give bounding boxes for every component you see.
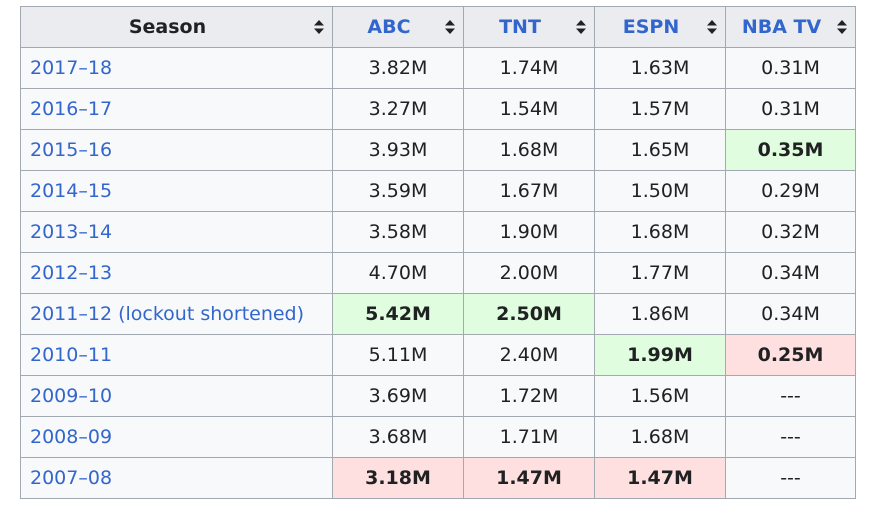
table-row: 2017–18 3.82M 1.74M 1.63M 0.31M (20, 47, 856, 89)
column-header-label[interactable]: TNT (499, 16, 541, 38)
viewership-cell-nba-tv: --- (725, 457, 856, 499)
viewership-cell-nba-tv: 0.25M (725, 334, 856, 376)
viewership-cell-abc: 3.68M (332, 416, 464, 458)
viewership-cell-espn: 1.68M (594, 211, 726, 253)
viewership-cell-nba-tv: 0.31M (725, 47, 856, 89)
season-link[interactable]: 2016–17 (20, 88, 333, 130)
column-header-label: Season (128, 16, 207, 38)
viewership-cell-tnt: 1.68M (463, 129, 595, 171)
viewership-cell-abc: 3.59M (332, 170, 464, 212)
viewership-cell-tnt: 1.90M (463, 211, 595, 253)
viewership-cell-abc: 4.70M (332, 252, 464, 294)
table-row: 2011–12 (lockout shortened) 5.42M 2.50M 1.8… (20, 293, 856, 335)
viewership-cell-tnt: 2.50M (463, 293, 595, 335)
table-row: 2010–11 5.11M 2.40M 1.99M 0.25M (20, 334, 856, 376)
viewership-cell-nba-tv: --- (725, 375, 856, 417)
table-row: 2015–16 3.93M 1.68M 1.65M 0.35M (20, 129, 856, 171)
viewership-cell-espn: 1.65M (594, 129, 726, 171)
season-link[interactable]: 2014–15 (20, 170, 333, 212)
viewership-cell-abc: 5.11M (332, 334, 464, 376)
sort-icon[interactable] (837, 20, 847, 34)
viewership-cell-tnt: 1.72M (463, 375, 595, 417)
ratings-table: Season ABC TNT (20, 6, 856, 499)
viewership-cell-espn: 1.47M (594, 457, 726, 499)
column-header-tnt[interactable]: TNT (463, 6, 595, 48)
table-row: 2009–10 3.69M 1.72M 1.56M --- (20, 375, 856, 417)
season-link[interactable]: 2007–08 (20, 457, 333, 499)
viewership-cell-nba-tv: 0.29M (725, 170, 856, 212)
viewership-cell-tnt: 1.54M (463, 88, 595, 130)
viewership-cell-nba-tv: 0.31M (725, 88, 856, 130)
viewership-cell-tnt: 2.40M (463, 334, 595, 376)
column-header-label[interactable]: ESPN (622, 16, 680, 38)
table-header: Season ABC TNT (20, 6, 856, 48)
sort-icon[interactable] (445, 20, 455, 34)
column-header-label[interactable]: NBA TV (741, 16, 822, 38)
season-link[interactable]: 2015–16 (20, 129, 333, 171)
season-link[interactable]: 2017–18 (20, 47, 333, 89)
viewership-cell-espn: 1.50M (594, 170, 726, 212)
table-row: 2016–17 3.27M 1.54M 1.57M 0.31M (20, 88, 856, 130)
viewership-cell-espn: 1.56M (594, 375, 726, 417)
viewership-cell-espn: 1.63M (594, 47, 726, 89)
viewership-cell-tnt: 1.74M (463, 47, 595, 89)
viewership-cell-espn: 1.68M (594, 416, 726, 458)
table-row: 2008–09 3.68M 1.71M 1.68M --- (20, 416, 856, 458)
viewership-cell-espn: 1.57M (594, 88, 726, 130)
season-link[interactable]: 2011–12 (lockout shortened) (20, 293, 333, 335)
viewership-cell-tnt: 1.71M (463, 416, 595, 458)
table-row: 2013–14 3.58M 1.90M 1.68M 0.32M (20, 211, 856, 253)
season-link[interactable]: 2009–10 (20, 375, 333, 417)
season-link[interactable]: 2010–11 (20, 334, 333, 376)
viewership-cell-tnt: 2.00M (463, 252, 595, 294)
viewership-cell-nba-tv: 0.32M (725, 211, 856, 253)
viewership-cell-espn: 1.77M (594, 252, 726, 294)
viewership-cell-espn: 1.86M (594, 293, 726, 335)
header-row: Season ABC TNT (20, 6, 856, 48)
sort-icon[interactable] (314, 20, 324, 34)
viewership-cell-nba-tv: 0.34M (725, 252, 856, 294)
viewership-cell-tnt: 1.47M (463, 457, 595, 499)
column-header-espn[interactable]: ESPN (594, 6, 726, 48)
viewership-cell-espn: 1.99M (594, 334, 726, 376)
viewership-cell-abc: 3.82M (332, 47, 464, 89)
viewership-cell-nba-tv: 0.35M (725, 129, 856, 171)
viewership-cell-abc: 3.27M (332, 88, 464, 130)
table-body: 2017–18 3.82M 1.74M 1.63M 0.31M 2016–17 3.27M 1… (20, 47, 856, 499)
viewership-cell-abc: 3.58M (332, 211, 464, 253)
viewership-cell-nba-tv: --- (725, 416, 856, 458)
viewership-cell-abc: 3.18M (332, 457, 464, 499)
season-link[interactable]: 2012–13 (20, 252, 333, 294)
viewership-cell-abc: 3.69M (332, 375, 464, 417)
table-row: 2012–13 4.70M 2.00M 1.77M 0.34M (20, 252, 856, 294)
table-row: 2014–15 3.59M 1.67M 1.50M 0.29M (20, 170, 856, 212)
viewership-cell-abc: 3.93M (332, 129, 464, 171)
season-link[interactable]: 2013–14 (20, 211, 333, 253)
column-header-season[interactable]: Season (20, 6, 333, 48)
sort-icon[interactable] (576, 20, 586, 34)
viewership-cell-nba-tv: 0.34M (725, 293, 856, 335)
sort-icon[interactable] (707, 20, 717, 34)
season-link[interactable]: 2008–09 (20, 416, 333, 458)
column-header-nba-tv[interactable]: NBA TV (725, 6, 856, 48)
ratings-table-container: Season ABC TNT (20, 6, 856, 499)
column-header-abc[interactable]: ABC (332, 6, 464, 48)
table-row: 2007–08 3.18M 1.47M 1.47M --- (20, 457, 856, 499)
viewership-cell-tnt: 1.67M (463, 170, 595, 212)
viewership-cell-abc: 5.42M (332, 293, 464, 335)
column-header-label[interactable]: ABC (367, 16, 411, 38)
